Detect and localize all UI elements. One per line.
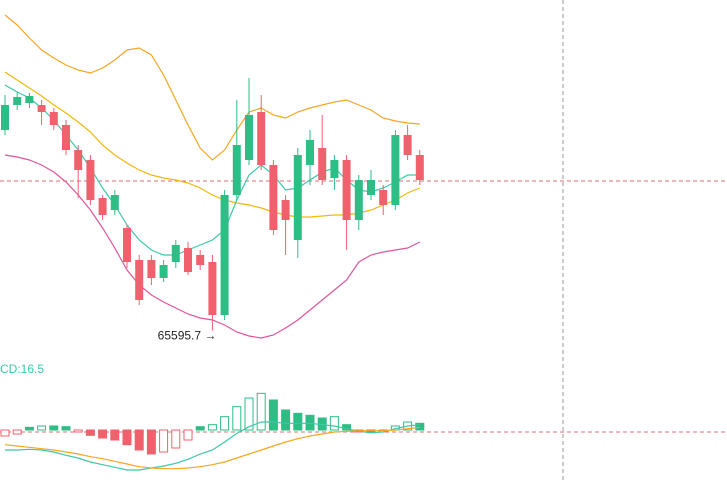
indicator-line: [4, 426, 420, 470]
macd-bar: [134, 429, 144, 451]
candle-body: [86, 160, 95, 200]
macd-bar: [110, 429, 120, 441]
candle-body: [415, 155, 424, 180]
candle-body: [98, 198, 107, 215]
macd-bar: [329, 416, 339, 431]
macd-bar: [24, 426, 34, 431]
candle-body: [367, 180, 375, 195]
candle-body: [403, 135, 412, 155]
macd-bar: [415, 422, 425, 431]
macd-bar: [12, 429, 22, 435]
candle-body: [379, 190, 388, 205]
candle-body: [293, 155, 302, 240]
macd-bar: [293, 412, 303, 431]
macd-label: CD:16.5: [0, 362, 44, 376]
candle-body: [354, 180, 363, 220]
candle-body: [135, 260, 144, 300]
candle-body: [281, 200, 290, 220]
macd-bar: [37, 425, 47, 431]
candle-body: [220, 195, 229, 315]
macd-bar: [232, 406, 242, 431]
macd-bar: [207, 424, 217, 431]
macd-bar: [73, 429, 83, 433]
macd-bar: [146, 429, 156, 455]
macd-bar: [159, 429, 169, 453]
candle-body: [13, 97, 22, 105]
macd-bar: [171, 429, 181, 449]
macd-bar: [244, 397, 254, 431]
candle-body: [25, 96, 34, 103]
candle-body: [37, 105, 46, 112]
candle-body: [1, 105, 9, 130]
macd-bar: [85, 429, 95, 436]
candle-body: [62, 125, 70, 150]
candle-body: [171, 245, 180, 262]
candle-body: [196, 255, 205, 265]
candle-body: [184, 248, 192, 272]
macd-bar: [98, 429, 108, 439]
candle-body: [208, 262, 217, 315]
indicator-line: [4, 71, 421, 218]
candle-body: [49, 112, 58, 125]
macd-bar: [49, 425, 59, 431]
macd-bar: [256, 392, 266, 431]
indicator-line: [4, 84, 420, 256]
candle-body: [391, 135, 400, 205]
candle-body: [306, 140, 314, 165]
macd-bar: [183, 429, 193, 441]
candle-body: [342, 160, 351, 220]
macd-bar: [220, 416, 230, 431]
candle-body: [123, 228, 131, 262]
macd-bar: [268, 399, 278, 431]
macd-bar: [61, 426, 71, 431]
candle-body: [147, 260, 156, 278]
candle-body: [245, 115, 253, 160]
indicator-line: [4, 14, 420, 161]
macd-bar: [122, 429, 132, 446]
indicator-line: [5, 421, 420, 471]
low-annotation: 65595.7 →: [158, 329, 217, 343]
macd-bar: [195, 426, 205, 431]
candle-body: [110, 195, 119, 210]
candle-body: [330, 160, 339, 178]
candle-body: [269, 165, 278, 230]
candle-body: [232, 145, 241, 195]
candle-body: [159, 265, 168, 278]
candle-body: [257, 112, 266, 165]
candle-body: [318, 148, 327, 180]
macd-bar: [0, 429, 10, 437]
candle-body: [74, 150, 83, 170]
macd-bar: [281, 409, 291, 431]
macd-bar: [305, 414, 315, 431]
